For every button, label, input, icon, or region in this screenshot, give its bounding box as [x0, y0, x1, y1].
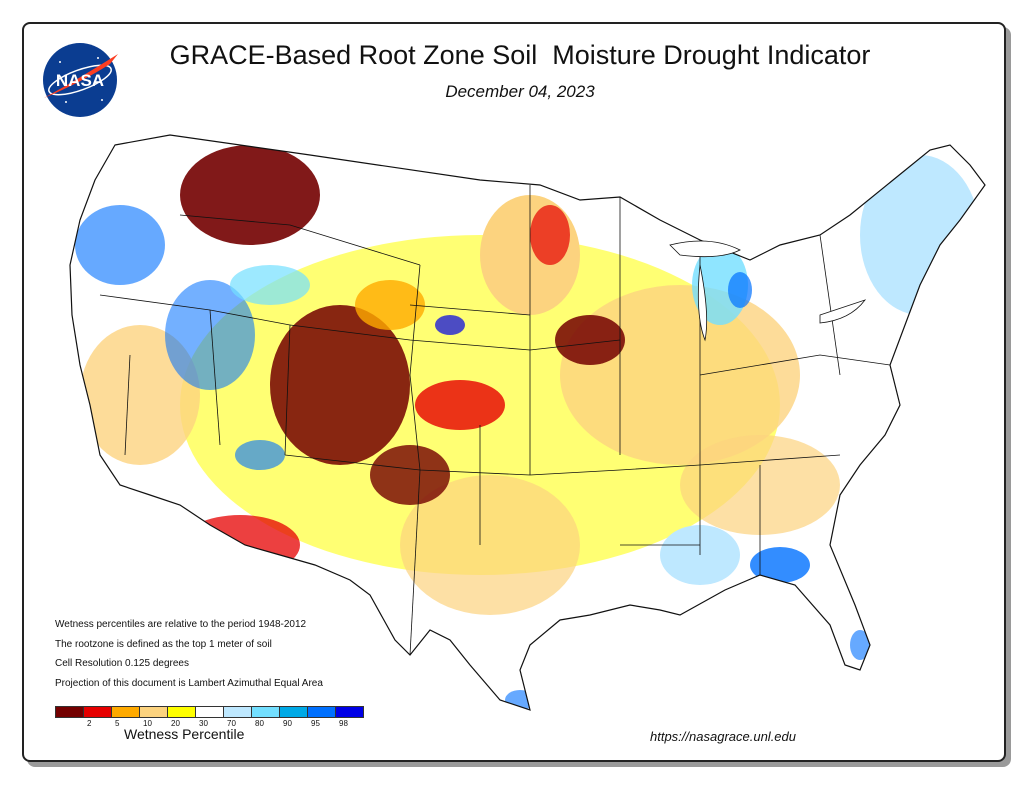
- drought-map: [69, 134, 986, 711]
- legend-swatch: [140, 707, 168, 717]
- note-projection: Projection of this document is Lambert A…: [55, 677, 323, 689]
- legend-title: Wetness Percentile: [124, 726, 245, 742]
- legend-swatch: [56, 707, 84, 717]
- legend-swatch: [224, 707, 252, 717]
- legend-tick-label: 10: [143, 719, 152, 728]
- legend-tick-label: 20: [171, 719, 180, 728]
- legend-swatch: [280, 707, 308, 717]
- source-url: https://nasagrace.unl.edu: [650, 729, 796, 744]
- note-rootzone: The rootzone is defined as the top 1 met…: [55, 638, 272, 650]
- legend-swatch: [196, 707, 224, 717]
- map-date: December 04, 2023: [445, 82, 595, 101]
- legend-tick-label: 80: [255, 719, 264, 728]
- legend-tick-label: 98: [339, 719, 348, 728]
- nasa-logo: NASA: [43, 43, 118, 117]
- color-legend: 2 5 10 20 30 70 80 90 95 98: [55, 706, 364, 730]
- lake-michigan: [697, 264, 708, 342]
- legend-tick-label: 90: [283, 719, 292, 728]
- map-notes: Wetness percentiles are relative to the …: [55, 619, 323, 697]
- nasa-logo-text: NASA: [56, 71, 104, 90]
- legend-swatch: [308, 707, 336, 717]
- legend-swatch: [168, 707, 196, 717]
- legend-swatch: [336, 707, 363, 717]
- state-boundaries: [99, 185, 891, 656]
- legend-swatch: [112, 707, 140, 717]
- note-percentile-period: Wetness percentiles are relative to the …: [55, 619, 307, 630]
- legend-tick-label: 2: [87, 719, 92, 728]
- lake-erie: [819, 299, 867, 324]
- legend-tick-label: 95: [311, 719, 320, 728]
- legend-ticks: 2 5 10 20 30 70 80 90 95 98: [55, 718, 364, 730]
- legend-swatch: [84, 707, 112, 717]
- legend-tick-label: 70: [227, 719, 236, 728]
- drought-fill: [70, 135, 985, 710]
- note-resolution: Cell Resolution 0.125 degrees: [55, 658, 189, 669]
- legend-swatch: [252, 707, 280, 717]
- legend-tick-label: 5: [115, 719, 120, 728]
- page-title: GRACE-Based Root Zone Soil Moisture Drou…: [169, 40, 871, 70]
- us-outline: [69, 134, 986, 711]
- legend-tick-label: 30: [199, 719, 208, 728]
- lake-superior: [669, 240, 741, 258]
- legend-color-bar: [55, 706, 364, 718]
